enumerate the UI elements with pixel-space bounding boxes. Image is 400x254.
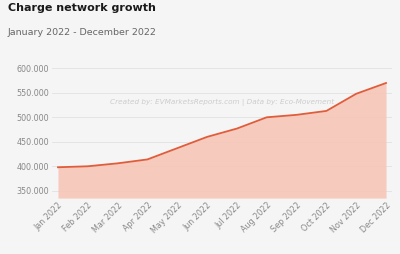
- Text: January 2022 - December 2022: January 2022 - December 2022: [8, 28, 157, 37]
- Text: Created by: EVMarketsReports.com | Data by: Eco-Movement: Created by: EVMarketsReports.com | Data …: [110, 99, 334, 106]
- Text: Charge network growth: Charge network growth: [8, 3, 156, 12]
